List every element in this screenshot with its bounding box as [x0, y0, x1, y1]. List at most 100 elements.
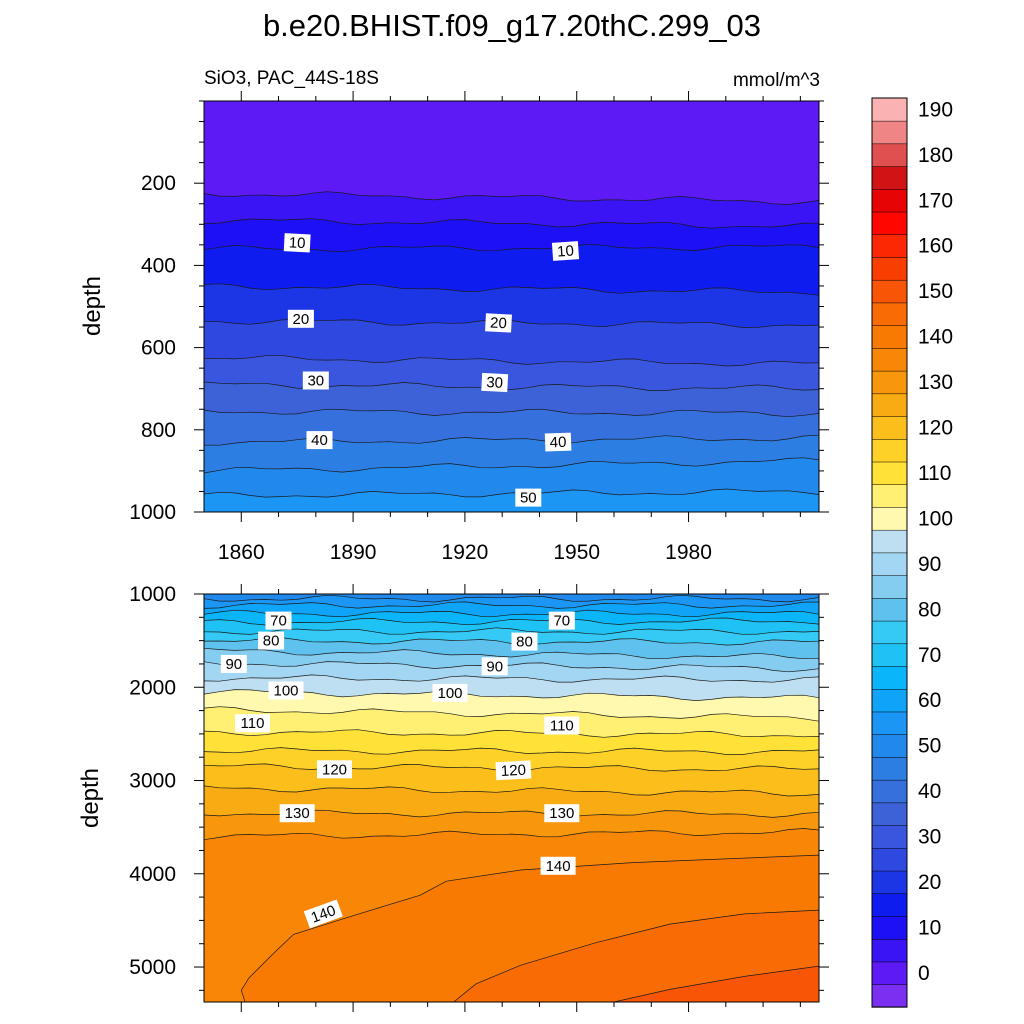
colorbar-bin	[871, 506, 908, 531]
contour-label: 130	[279, 804, 315, 823]
contour-label-box	[258, 631, 285, 650]
contour-label: 20	[485, 313, 512, 333]
colorbar-bin	[871, 461, 908, 485]
colorbar-bin	[871, 984, 908, 1008]
colorbar-bin	[871, 847, 908, 872]
contour-label-box	[235, 714, 270, 733]
contour-label-text: 100	[437, 685, 462, 702]
contour-line-65	[204, 609, 819, 618]
contour-label-box	[220, 654, 247, 673]
contour-label-box	[485, 313, 512, 333]
contour-label-box	[268, 681, 304, 700]
contour-line-85	[204, 647, 819, 660]
contour-label: 90	[481, 657, 508, 676]
contour-label-box	[303, 899, 343, 929]
colorbar-bin	[871, 961, 908, 985]
upper-contour-fills	[204, 101, 819, 512]
colorbar-bin	[871, 325, 908, 349]
y-tick-label: 3000	[129, 770, 176, 793]
contour-line-75	[204, 627, 819, 635]
contour-label-box	[544, 804, 580, 823]
colorbar-tick-label: 120	[918, 417, 953, 440]
contour-line-110	[204, 729, 819, 738]
contour-label-text: 110	[241, 715, 265, 732]
contour-label-text: 10	[557, 242, 575, 260]
contour-label-box	[306, 431, 333, 450]
contour-label-text: 30	[486, 374, 504, 392]
contour-label-box	[551, 241, 580, 261]
contour-label-text: 140	[546, 858, 571, 875]
upper-subtitle-left: SiO3, PAC_44S-18S	[204, 68, 379, 89]
contour-line-50	[204, 457, 819, 474]
x-tick-label: 1890	[330, 541, 377, 564]
colorbar-tick-label: 50	[918, 735, 941, 758]
colorbar-tick-label: 90	[918, 553, 941, 576]
contour-label-text: 90	[486, 658, 503, 675]
contour-label-text: 40	[549, 434, 566, 452]
contour-label-text: 90	[225, 656, 242, 673]
contour-label-text: 70	[553, 613, 570, 630]
colorbar-bin	[871, 370, 908, 395]
colorbar-tick-label: 0	[918, 962, 930, 985]
contour-label-box	[317, 760, 352, 779]
contour-line-55	[204, 488, 819, 498]
contour-region-150	[613, 965, 819, 1002]
contour-line-60	[204, 601, 819, 609]
contour-label-text: 120	[500, 762, 526, 780]
contour-label-text: 50	[520, 490, 537, 507]
colorbar-bin	[871, 893, 908, 917]
contour-line-125	[204, 785, 819, 797]
colorbar-bin	[871, 347, 908, 372]
contour-label: 40	[544, 432, 572, 452]
colorbar-tick-label: 140	[918, 326, 953, 349]
contour-line-55	[204, 594, 819, 603]
colorbar-bin	[871, 711, 908, 735]
colorbar-bin	[871, 97, 908, 122]
contour-label: 20	[287, 309, 314, 328]
contour-label: 90	[220, 654, 247, 673]
contour-label-box	[283, 233, 311, 253]
contour-label-box	[544, 716, 580, 735]
contour-label-box	[481, 372, 509, 393]
contour-label: 120	[495, 760, 532, 781]
upper-contour-labels: 10 10 20 20 30 30 40 40 50	[283, 233, 580, 507]
colorbar-bin	[871, 211, 908, 236]
contour-label: 110	[544, 716, 580, 735]
colorbar-tick-label: 130	[918, 371, 953, 394]
contour-label: 80	[258, 631, 285, 650]
contour-label-box	[515, 488, 542, 507]
upper-subtitle-right: mmol/m^3	[733, 70, 820, 91]
contour-line-5	[204, 191, 819, 205]
colorbar-bin	[871, 438, 908, 463]
y-tick-label: 5000	[129, 956, 176, 979]
contour-line-40	[204, 408, 819, 418]
contour-label: 10	[283, 233, 311, 253]
colorbar-bin	[871, 643, 908, 667]
contour-label: 100	[432, 683, 468, 702]
contour-label: 30	[481, 372, 509, 393]
colorbar-tick-label: 60	[918, 689, 941, 712]
contour-label: 140	[540, 856, 576, 875]
contour-label-text: 80	[516, 634, 533, 651]
contour-label-text: 70	[270, 613, 287, 630]
contour-line-90	[204, 661, 819, 673]
colorbar-tick-label: 180	[918, 144, 953, 167]
colorbar-bin	[871, 188, 908, 213]
x-tick-label: 1920	[442, 541, 489, 564]
colorbar-tick-label: 10	[918, 917, 941, 940]
colorbar-tick-label: 30	[918, 826, 941, 849]
figure-title: b.e20.BHIST.f09_g17.20thC.299_03	[263, 8, 761, 43]
y-tick-label: 400	[141, 254, 176, 277]
contour-line-20	[204, 283, 819, 296]
contour-label: 40	[306, 431, 333, 450]
colorbar-tick-label: 150	[918, 280, 953, 303]
colorbar-tick-label: 40	[918, 780, 941, 803]
colorbar-tick-label: 160	[918, 235, 953, 258]
upper-y-axis-label: depth	[79, 276, 106, 336]
contour-label-box	[481, 657, 508, 676]
contour-label-text: 10	[288, 234, 306, 252]
colorbar-tick-label: 100	[918, 507, 953, 530]
contour-label-text: 40	[311, 432, 328, 449]
contour-line-115	[204, 747, 819, 755]
